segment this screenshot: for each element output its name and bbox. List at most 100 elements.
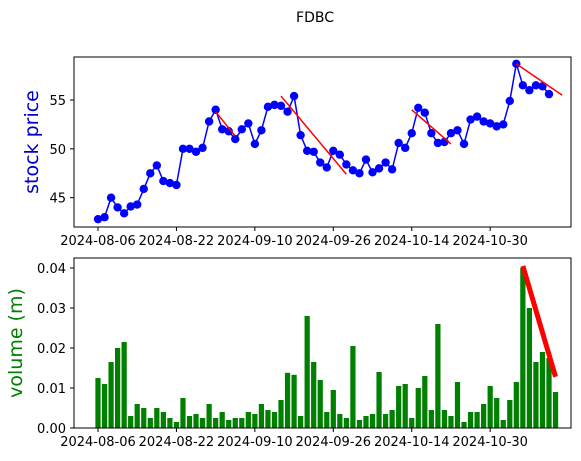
price-marks <box>93 59 563 224</box>
price-point <box>485 119 495 128</box>
volume-bar <box>546 358 552 428</box>
volume-y-tick-label: 0.02 <box>37 342 66 357</box>
volume-bar <box>291 374 297 428</box>
price-line <box>97 63 550 220</box>
price-point <box>309 147 318 156</box>
volume-bar <box>467 412 474 428</box>
volume-plot-frame <box>73 257 572 429</box>
volume-bar <box>461 422 467 428</box>
volume-bar <box>304 316 310 428</box>
volume-bar <box>350 346 356 428</box>
volume-bar <box>311 362 317 428</box>
volume-bar <box>199 418 206 428</box>
price-point <box>316 158 325 167</box>
price-point <box>159 176 168 186</box>
volume-bar <box>474 412 480 428</box>
volume-bar <box>402 384 408 428</box>
volume-bar <box>258 404 265 428</box>
price-point <box>459 139 469 149</box>
price-point <box>178 144 188 154</box>
price-point <box>342 160 351 169</box>
price-point <box>453 126 462 135</box>
volume-x-ticks: 2024-08-06 2024-08-22 2024-09-10 2024-09-26… <box>60 428 528 450</box>
price-point <box>368 168 377 177</box>
volume-bar <box>396 386 402 428</box>
price-point <box>433 138 443 148</box>
price-y-tick-label: 55 <box>49 94 66 109</box>
price-point <box>472 112 482 121</box>
volume-bar <box>415 388 421 428</box>
volume-bar <box>526 308 533 428</box>
price-point <box>492 122 501 131</box>
volume-bar <box>428 410 434 428</box>
price-point <box>172 180 181 190</box>
volume-bar <box>206 404 212 428</box>
volume-bar <box>376 372 382 428</box>
price-point <box>538 82 547 91</box>
volume-bar <box>101 384 108 428</box>
price-point <box>113 203 122 212</box>
volume-bar <box>154 408 160 428</box>
price-point <box>276 101 286 111</box>
price-point <box>479 117 488 126</box>
price-point <box>329 146 338 155</box>
volume-bar <box>324 412 330 428</box>
volume-bar <box>278 400 284 428</box>
volume-bar <box>487 386 493 428</box>
volume-bar <box>513 382 519 428</box>
volume-bar <box>160 412 166 428</box>
volume-bar <box>193 414 199 428</box>
price-y-ticks: 45 50 55 <box>49 94 74 207</box>
volume-bar <box>271 412 278 428</box>
price-x-tick-label: 2024-10-30 <box>452 234 528 249</box>
volume-y-tick-label: 0.03 <box>37 302 66 317</box>
price-point <box>407 129 416 138</box>
price-point <box>401 143 410 153</box>
price-x-ticks: 2024-08-06 2024-08-22 2024-09-10 2024-09-26… <box>60 227 528 249</box>
volume-bar <box>114 348 121 428</box>
price-point <box>322 163 331 172</box>
price-x-tick-label: 2024-09-26 <box>296 234 372 249</box>
volume-bar <box>167 418 173 428</box>
volume-panel: 0.00 0.01 0.02 0.03 0.04 2024-08-06 2024-08-2… <box>5 257 572 450</box>
volume-bar <box>337 414 343 428</box>
volume-bar <box>128 416 134 428</box>
volume-bar <box>219 412 225 428</box>
volume-bar <box>141 408 147 428</box>
volume-bar <box>343 418 349 428</box>
volume-bar <box>494 398 500 428</box>
volume-bar <box>95 378 101 428</box>
volume-bar <box>441 410 448 428</box>
price-trend-line <box>515 63 563 96</box>
price-point <box>531 81 541 90</box>
price-y-tick-label: 45 <box>49 192 66 207</box>
volume-bar <box>317 380 323 428</box>
price-point <box>185 144 194 154</box>
price-point <box>263 102 273 112</box>
volume-bar <box>389 410 395 428</box>
price-point <box>211 105 220 114</box>
price-point <box>133 200 142 209</box>
price-point <box>302 146 312 155</box>
price-point <box>518 81 528 90</box>
volume-bar <box>520 268 526 428</box>
volume-bar <box>539 352 546 428</box>
price-point <box>250 139 260 149</box>
volume-bar <box>245 412 251 428</box>
volume-y-tick-label: 0.00 <box>37 422 66 437</box>
price-point <box>126 202 135 211</box>
price-x-tick-label: 2024-10-14 <box>374 234 450 249</box>
volume-bar <box>356 420 363 428</box>
volume-bar <box>108 362 114 428</box>
price-point <box>289 91 299 101</box>
price-point <box>217 125 227 134</box>
volume-x-tick-label: 2024-10-14 <box>374 435 450 450</box>
price-point <box>191 147 201 156</box>
price-point <box>414 103 423 113</box>
price-point <box>204 117 214 126</box>
volume-bar <box>121 342 127 428</box>
volume-bar <box>173 422 180 428</box>
volume-bar <box>330 390 336 428</box>
volume-y-axis-label: volume (m) <box>5 288 27 398</box>
